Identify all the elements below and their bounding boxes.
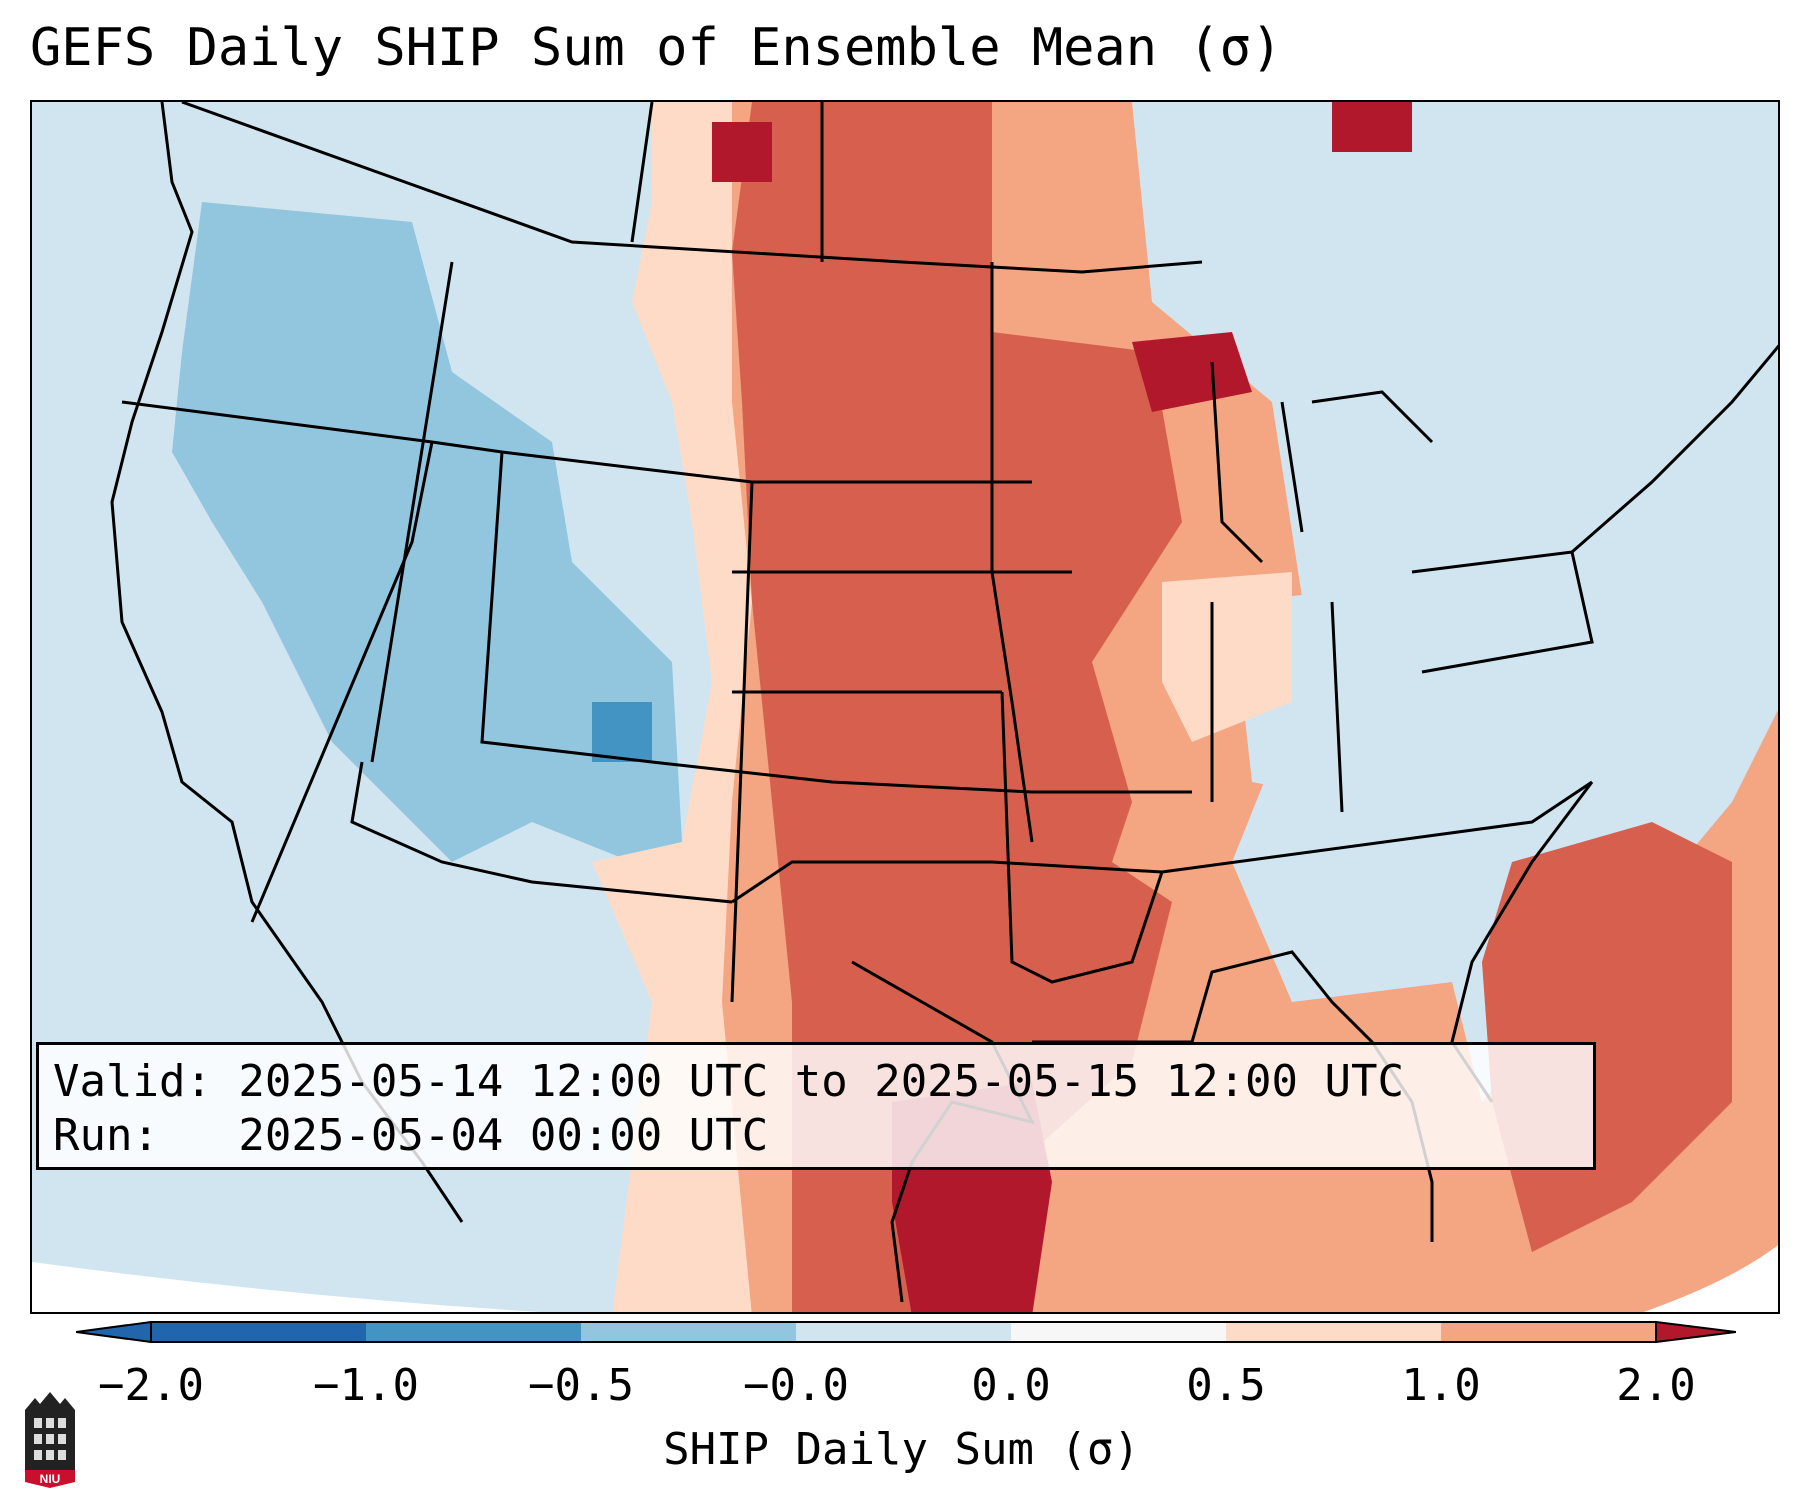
colorbar-bin (1226, 1322, 1441, 1342)
colorbar-tick-label: −0.0 (743, 1360, 849, 1411)
colorbar-tick-label: 2.0 (1616, 1360, 1696, 1411)
niu-logo: NIU (25, 1392, 75, 1488)
colorbar-ticks: −2.0 −1.0 −0.5 −0.0 0.0 0.5 1.0 2.0 (0, 1360, 1803, 1420)
colorbar-bin (366, 1322, 581, 1342)
valid-run-infobox: Valid: 2025-05-14 12:00 UTC to 2025-05-1… (36, 1042, 1596, 1170)
map-title: GEFS Daily SHIP Sum of Ensemble Mean (σ) (30, 18, 1283, 78)
colorbar-tick-label: 1.0 (1401, 1360, 1481, 1411)
valid-time-text: Valid: 2025-05-14 12:00 UTC to 2025-05-1… (53, 1056, 1405, 1107)
colorbar (76, 1320, 1736, 1344)
colorbar-tick-label: 0.0 (971, 1360, 1051, 1411)
colorbar-bin (796, 1322, 1011, 1342)
colorbar-extend-high (1655, 1320, 1736, 1344)
colorbar-tick-label: −2.0 (98, 1360, 204, 1411)
colorbar-tick-label: −0.5 (528, 1360, 634, 1411)
colorbar-bin (581, 1322, 796, 1342)
colorbar-tick-label: −1.0 (313, 1360, 419, 1411)
niu-logo-text: NIU (40, 1472, 61, 1486)
colorbar-frame (150, 1321, 1657, 1343)
colorbar-bin (1011, 1322, 1226, 1342)
colorbar-tick-label: 0.5 (1186, 1360, 1266, 1411)
colorbar-bin (151, 1322, 366, 1342)
colorbar-label: SHIP Daily Sum (σ) (663, 1424, 1140, 1475)
colorbar-extend-low (76, 1320, 152, 1344)
colorbar-bin (1441, 1322, 1656, 1342)
run-time-text: Run: 2025-05-04 00:00 UTC (53, 1110, 769, 1161)
